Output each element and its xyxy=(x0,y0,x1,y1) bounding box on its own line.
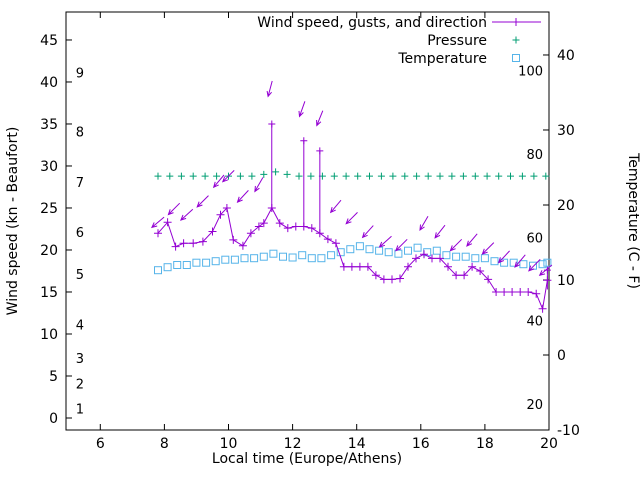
svg-text:6: 6 xyxy=(76,226,84,241)
svg-text:40: 40 xyxy=(40,75,58,91)
svg-text:20: 20 xyxy=(540,436,558,452)
svg-text:0: 0 xyxy=(557,348,566,364)
x-axis-title: Local time (Europe/Athens) xyxy=(212,451,402,467)
svg-text:40: 40 xyxy=(526,315,543,330)
svg-text:80: 80 xyxy=(526,148,543,163)
svg-text:30: 30 xyxy=(40,159,58,175)
svg-text:0: 0 xyxy=(49,411,58,427)
svg-text:4: 4 xyxy=(76,319,84,334)
legend-pressure-label: Pressure xyxy=(427,33,487,49)
svg-text:1: 1 xyxy=(76,403,84,418)
wind-series xyxy=(154,204,552,313)
svg-text:14: 14 xyxy=(348,436,366,452)
y2-axis-title: Temperature (C - F) xyxy=(625,152,640,289)
plot-area: 6 8 10 12 14 16 18 20051015202530354045-1001020… xyxy=(40,11,580,452)
y-axis-title: Wind speed (kn - Beaufort) xyxy=(5,127,21,316)
svg-text:16: 16 xyxy=(412,436,430,452)
axis-tick-labels: 6 8 10 12 14 16 18 20051015202530354045-1001020… xyxy=(40,33,580,452)
wind-direction-arrows xyxy=(151,80,553,277)
svg-text:8: 8 xyxy=(76,125,84,140)
svg-text:10: 10 xyxy=(220,436,238,452)
svg-text:12: 12 xyxy=(284,436,302,452)
svg-text:30: 30 xyxy=(557,123,575,139)
svg-text:-10: -10 xyxy=(557,423,580,439)
svg-text:6: 6 xyxy=(96,436,105,452)
svg-text:35: 35 xyxy=(40,117,58,133)
svg-text:9: 9 xyxy=(76,67,84,82)
pressure-series xyxy=(154,168,550,180)
svg-text:3: 3 xyxy=(76,352,84,367)
svg-text:8: 8 xyxy=(160,436,169,452)
svg-text:45: 45 xyxy=(40,33,58,49)
svg-text:100: 100 xyxy=(518,65,543,80)
svg-text:40: 40 xyxy=(557,48,575,64)
gust-bars xyxy=(268,120,551,290)
svg-text:60: 60 xyxy=(526,231,543,246)
svg-text:10: 10 xyxy=(557,273,575,289)
svg-text:20: 20 xyxy=(557,198,575,214)
svg-text:15: 15 xyxy=(40,285,58,301)
svg-text:18: 18 xyxy=(476,436,494,452)
legend-samples xyxy=(492,18,541,62)
axes xyxy=(65,11,550,431)
svg-text:5: 5 xyxy=(76,268,84,283)
svg-text:5: 5 xyxy=(49,369,58,385)
svg-text:2: 2 xyxy=(76,377,84,392)
svg-text:20: 20 xyxy=(40,243,58,259)
svg-text:10: 10 xyxy=(40,327,58,343)
svg-text:20: 20 xyxy=(526,398,543,413)
legend-wind-label: Wind speed, gusts, and direction xyxy=(257,15,487,31)
legend-temperature-label: Temperature xyxy=(397,51,487,67)
svg-text:25: 25 xyxy=(40,201,58,217)
temperature-series xyxy=(154,242,552,275)
svg-text:7: 7 xyxy=(76,176,84,191)
